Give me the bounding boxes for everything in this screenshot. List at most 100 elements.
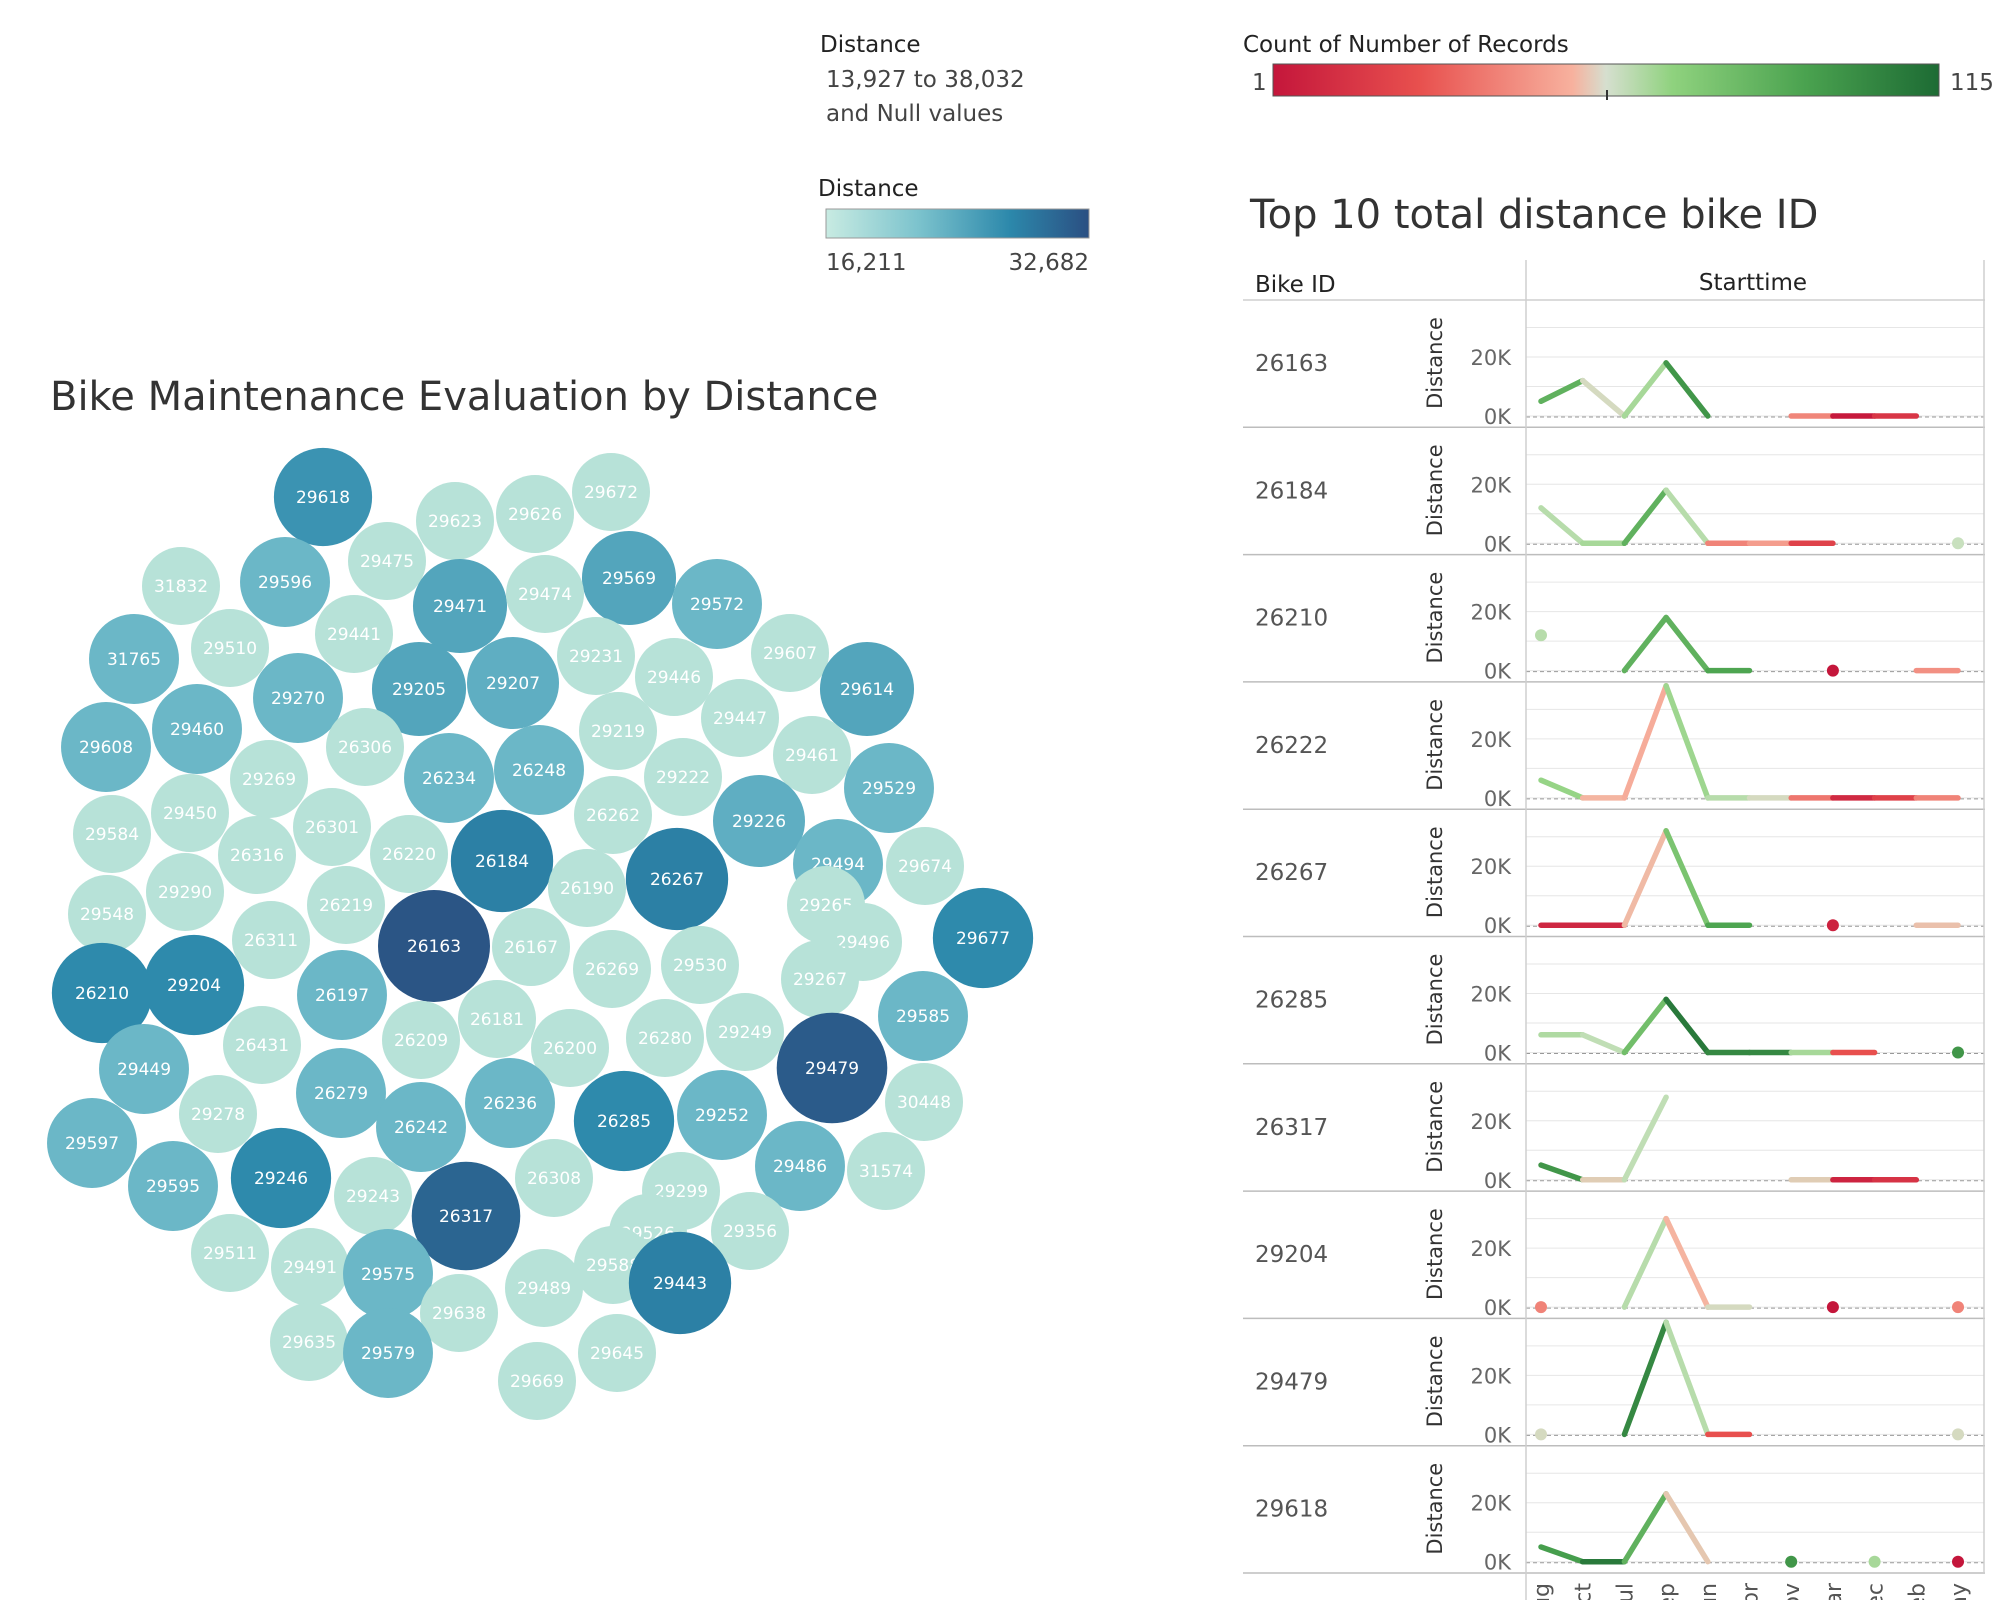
bubble[interactable]: 26220 [370, 815, 448, 893]
bubble[interactable]: 29486 [755, 1121, 845, 1211]
bubble[interactable]: 29677 [932, 887, 1034, 989]
bubble-circle[interactable] [573, 930, 651, 1008]
data-point[interactable] [1826, 1301, 1839, 1314]
bubble[interactable]: 29270 [253, 653, 343, 743]
bubble[interactable]: 29569 [581, 530, 677, 626]
bubble-circle[interactable] [932, 887, 1034, 989]
bubble-circle[interactable] [644, 738, 722, 816]
bubble-circle[interactable] [378, 890, 490, 1002]
bubble-circle[interactable] [885, 1063, 963, 1141]
bubble-circle[interactable] [293, 788, 371, 866]
bubble-circle[interactable] [416, 482, 494, 560]
bubble-circle[interactable] [412, 558, 508, 654]
bubble[interactable]: 31765 [89, 614, 179, 704]
bubble-circle[interactable] [579, 692, 657, 770]
bubble-circle[interactable] [755, 1121, 845, 1211]
bubble-circle[interactable] [68, 875, 146, 953]
bubble[interactable]: 29584 [73, 795, 151, 873]
bubble[interactable]: 29672 [572, 453, 650, 531]
data-point[interactable] [1952, 1428, 1964, 1441]
bubble[interactable]: 29510 [191, 609, 269, 687]
bubble[interactable]: 29278 [179, 1075, 257, 1153]
bubble-circle[interactable] [270, 1303, 348, 1381]
bubble[interactable]: 29479 [776, 1012, 888, 1124]
bubble-circle[interactable] [376, 1082, 466, 1172]
data-point[interactable] [1952, 1301, 1964, 1314]
bubble-circle[interactable] [420, 1274, 498, 1352]
bubble-circle[interactable] [578, 1314, 656, 1392]
bubble[interactable]: 26308 [515, 1139, 593, 1217]
bubble[interactable]: 29207 [466, 636, 560, 730]
bubble[interactable]: 29596 [240, 537, 330, 627]
bubble[interactable]: 26242 [376, 1082, 466, 1172]
bubble-circle[interactable] [701, 679, 779, 757]
bubble[interactable]: 29595 [128, 1141, 218, 1231]
data-point[interactable] [1952, 537, 1964, 550]
bubble[interactable]: 26262 [574, 776, 652, 854]
bubble[interactable]: 29443 [628, 1231, 732, 1335]
bubble[interactable]: 29446 [635, 638, 713, 716]
bubble-circle[interactable] [296, 1048, 386, 1138]
bubble[interactable]: 29249 [706, 993, 784, 1071]
bubble[interactable]: 29219 [579, 692, 657, 770]
bubble[interactable]: 29441 [315, 595, 393, 673]
bubble[interactable]: 26269 [573, 930, 651, 1008]
bubble-circle[interactable] [240, 537, 330, 627]
bubble[interactable]: 26234 [404, 733, 494, 823]
bubble-circle[interactable] [492, 908, 570, 986]
bubble[interactable]: 29626 [496, 475, 574, 553]
bubble-circle[interactable] [458, 980, 536, 1058]
bubble[interactable]: 26317 [411, 1161, 521, 1271]
bubble-circle[interactable] [404, 733, 494, 823]
bubble-circle[interactable] [146, 853, 224, 931]
data-point[interactable] [1535, 1428, 1547, 1441]
bubble-circle[interactable] [557, 617, 635, 695]
bubble-circle[interactable] [506, 555, 584, 633]
bubble[interactable]: 29645 [578, 1314, 656, 1392]
bubble[interactable]: 29608 [61, 702, 151, 792]
bubble[interactable]: 26285 [573, 1070, 675, 1172]
bubble[interactable]: 29450 [151, 774, 229, 852]
bubble-circle[interactable] [411, 1161, 521, 1271]
data-point[interactable] [1535, 629, 1547, 642]
bubble[interactable]: 29222 [644, 738, 722, 816]
bubble-circle[interactable] [191, 1214, 269, 1292]
bubble-circle[interactable] [370, 815, 448, 893]
bubble[interactable]: 26210 [51, 942, 153, 1044]
bubble[interactable]: 29635 [270, 1303, 348, 1381]
bubble-circle[interactable] [348, 522, 426, 600]
bubble-circle[interactable] [677, 1070, 767, 1160]
bubble-circle[interactable] [315, 595, 393, 673]
bubble-circle[interactable] [572, 453, 650, 531]
bubble[interactable]: 29491 [271, 1228, 349, 1306]
bubble-circle[interactable] [574, 776, 652, 854]
bubble[interactable]: 31574 [847, 1132, 925, 1210]
bubble-circle[interactable] [47, 1098, 137, 1188]
bubble-circle[interactable] [99, 1024, 189, 1114]
bubble-circle[interactable] [151, 774, 229, 852]
bubble-circle[interactable] [450, 809, 554, 913]
bubble-circle[interactable] [371, 641, 467, 737]
bubble[interactable]: 26267 [625, 827, 729, 931]
bubble[interactable]: 29460 [152, 684, 242, 774]
bubble[interactable]: 29579 [343, 1308, 433, 1398]
bubble-circle[interactable] [635, 638, 713, 716]
bubble[interactable]: 26209 [382, 1001, 460, 1079]
bubble-circle[interactable] [253, 653, 343, 743]
bubble-circle[interactable] [343, 1308, 433, 1398]
bubble[interactable]: 29226 [712, 774, 806, 868]
bubble[interactable]: 26306 [326, 708, 404, 786]
bubble-circle[interactable] [343, 1229, 433, 1319]
bubble[interactable]: 29614 [819, 641, 915, 737]
bubble-circle[interactable] [581, 530, 677, 626]
bubble-circle[interactable] [628, 1231, 732, 1335]
bubble-circle[interactable] [505, 1249, 583, 1327]
bubble-circle[interactable] [128, 1141, 218, 1231]
bubble[interactable]: 29267 [781, 940, 859, 1018]
data-point[interactable] [1952, 1046, 1964, 1059]
bubble[interactable]: 29231 [557, 617, 635, 695]
bubble-circle[interactable] [672, 559, 762, 649]
bubble-circle[interactable] [61, 702, 151, 792]
bubble[interactable]: 29674 [886, 827, 964, 905]
bubble-circle[interactable] [711, 1192, 789, 1270]
